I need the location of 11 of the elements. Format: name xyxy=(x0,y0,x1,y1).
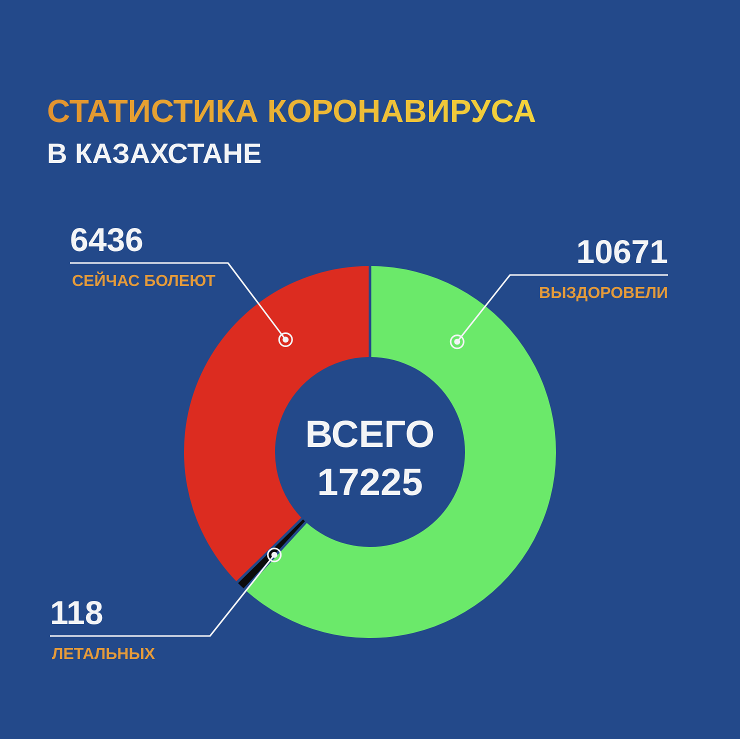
donut-slice xyxy=(238,519,305,588)
slice-label: ЛЕТАЛЬНЫХ xyxy=(52,646,156,663)
data-label: 118 xyxy=(50,594,104,631)
text: 17225 xyxy=(317,462,423,504)
slice-label: ВЫЗДОРОВЕЛИ xyxy=(539,285,668,302)
chart-title: СТАТИСТИКА КОРОНАВИРУСА xyxy=(47,93,536,129)
data-label: 6436 xyxy=(70,221,144,258)
text: ВСЕГО xyxy=(305,414,435,456)
data-label: 10671 xyxy=(576,233,668,270)
chart-subtitle: В КАЗАХСТАНЕ xyxy=(47,138,262,169)
slice-label: СЕЙЧАС БОЛЕЮТ xyxy=(72,271,216,290)
